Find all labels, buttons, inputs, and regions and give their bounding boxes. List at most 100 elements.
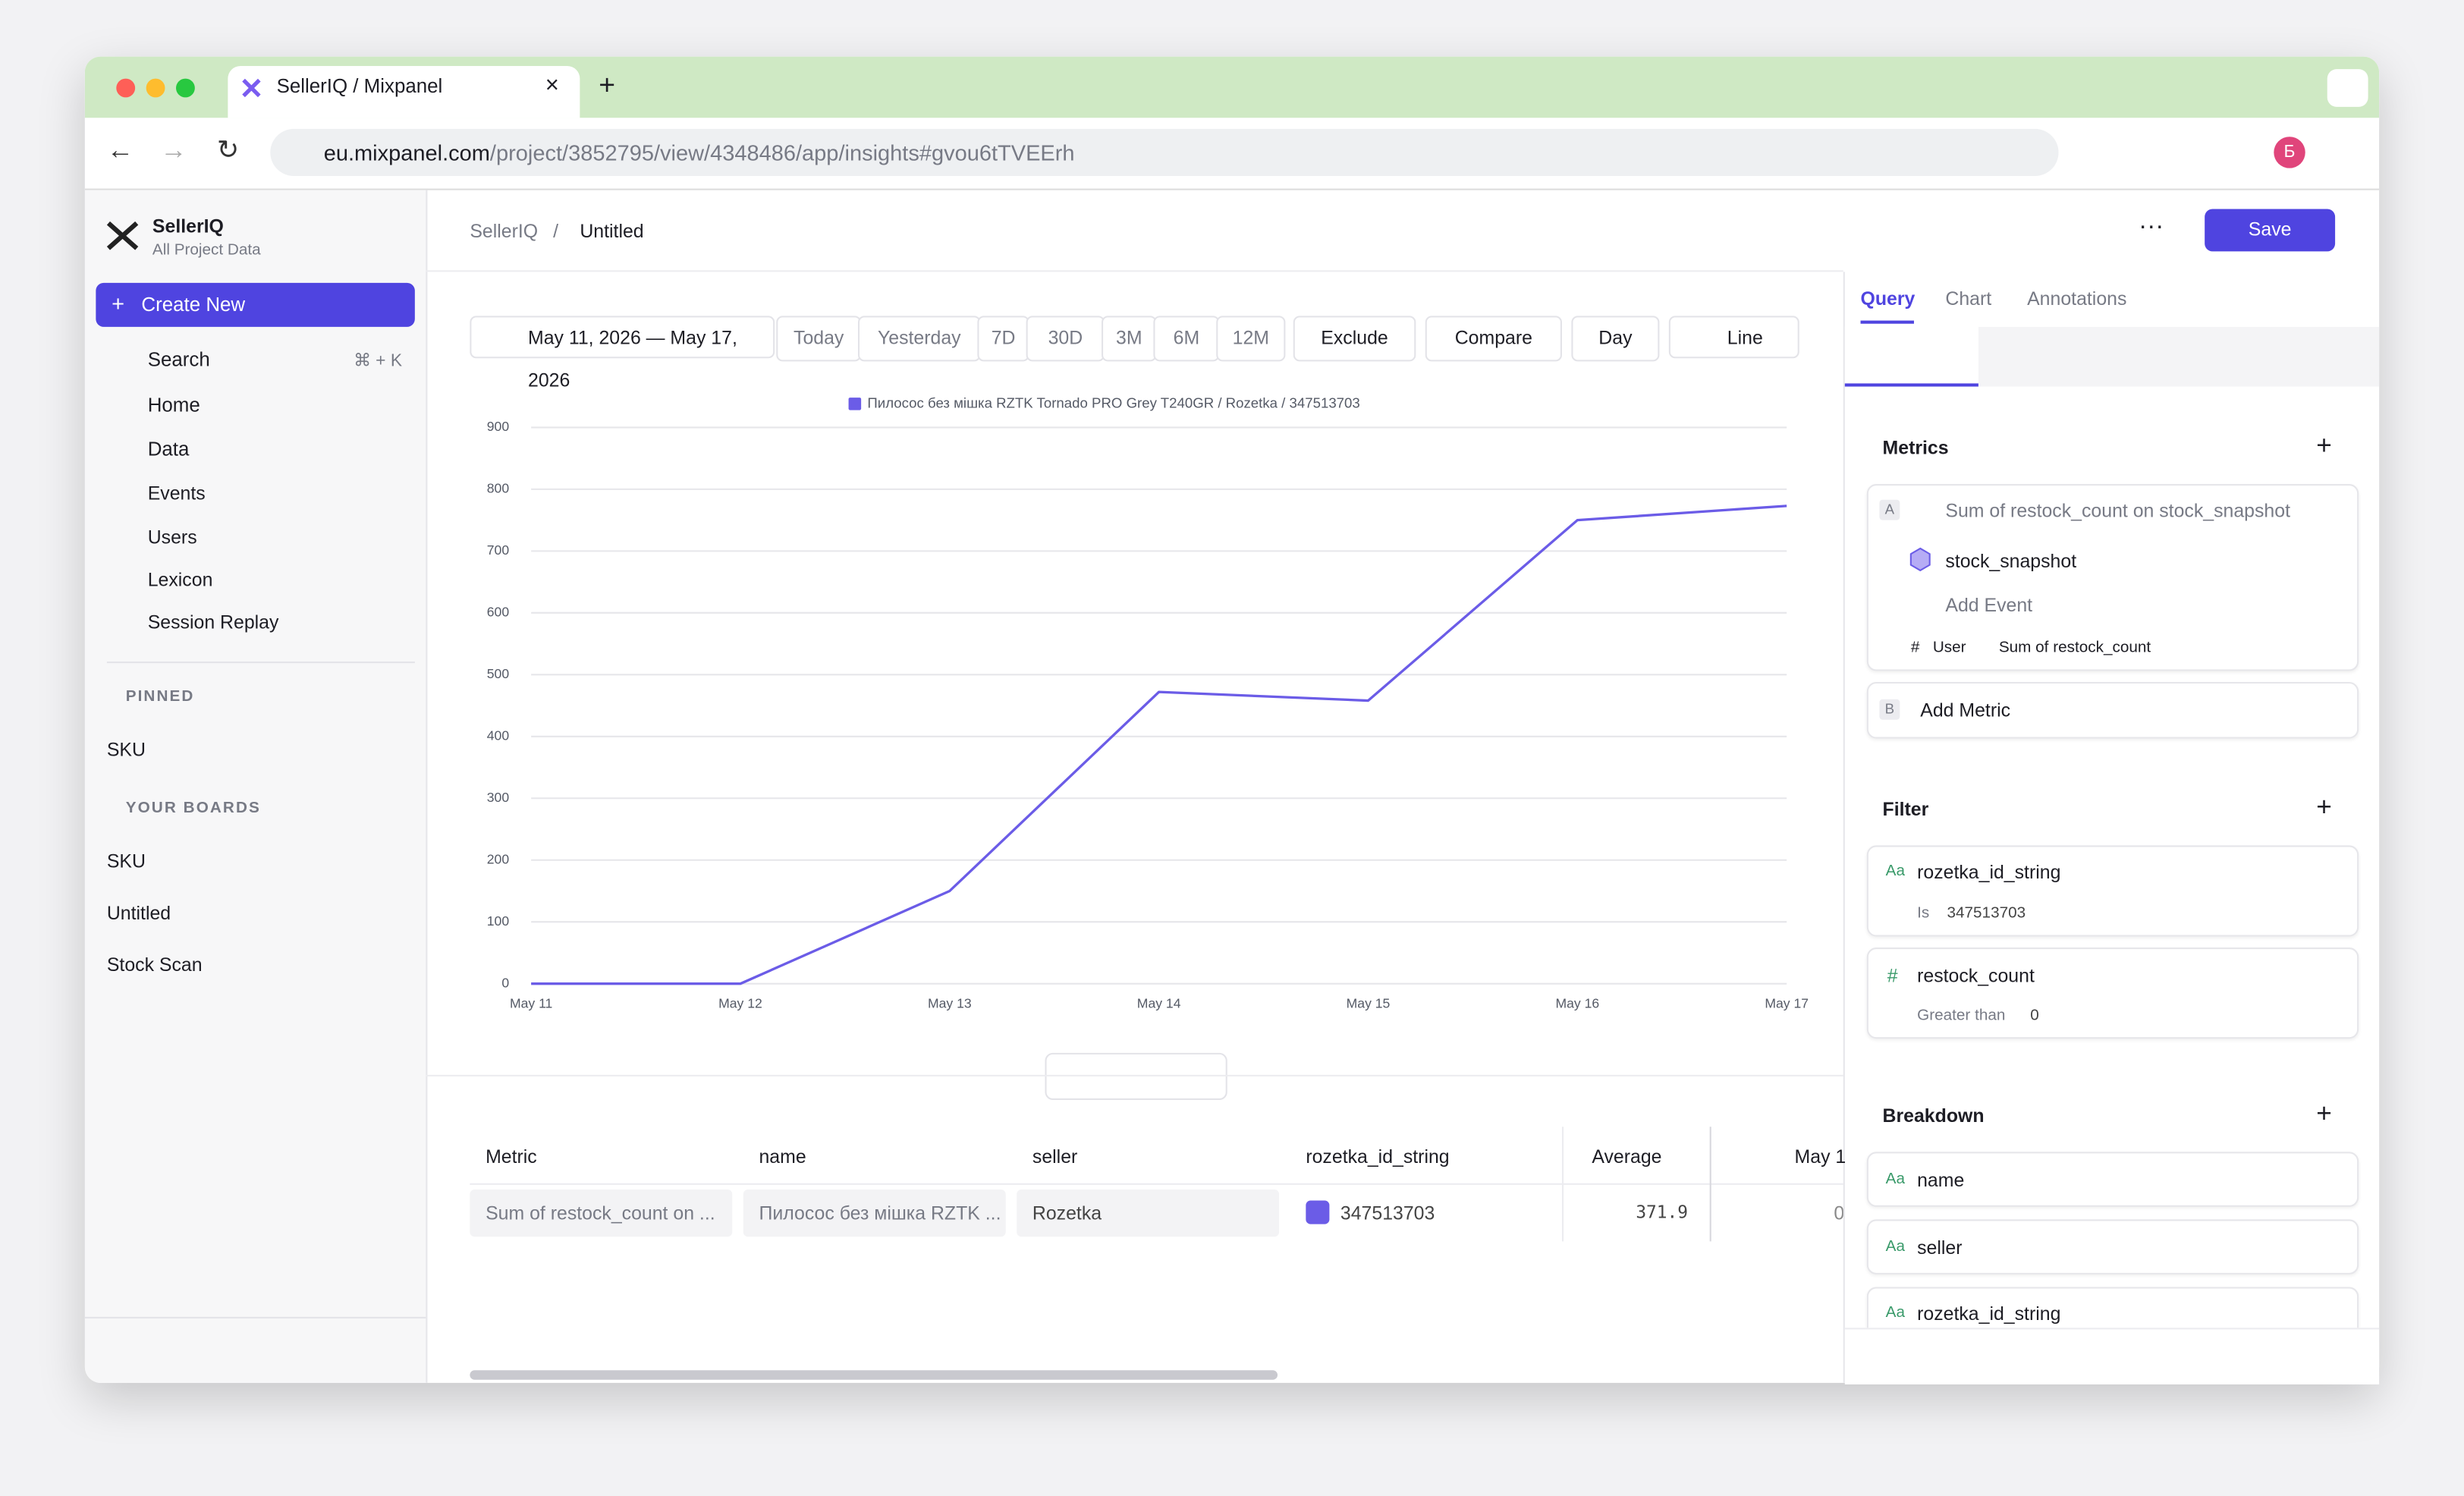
event-name[interactable]: stock_snapshot	[1945, 549, 2077, 572]
add-button[interactable]: +	[2316, 791, 2332, 822]
pinned-item[interactable]: SKU	[106, 738, 146, 761]
board-item[interactable]: SKU	[106, 850, 146, 872]
breakdown-card[interactable]	[1866, 1287, 2359, 1330]
compare-dropdown[interactable]: Compare	[1425, 316, 1562, 362]
filter-prop: restock_count	[1917, 964, 2035, 987]
filter-value: 347513703	[1947, 905, 2026, 922]
decoration	[146, 78, 165, 98]
section-title: Filter	[1882, 798, 1929, 821]
filter-card[interactable]	[1866, 845, 2359, 937]
table-header[interactable]: seller	[1032, 1146, 1078, 1168]
nav-item[interactable]: Home	[147, 394, 200, 416]
x-tick-label: May 17	[1765, 995, 1809, 1010]
window-controls[interactable]	[110, 75, 204, 100]
report-type-active[interactable]	[1844, 326, 1978, 387]
table-header[interactable]: rozetka_id_string	[1306, 1146, 1450, 1168]
breakdown-card[interactable]	[1866, 1219, 2359, 1274]
filter-card[interactable]	[1866, 948, 2359, 1039]
y-tick-label: 700	[487, 542, 510, 558]
add-event[interactable]: Add Event	[1945, 593, 2033, 616]
new-tab[interactable]: +	[599, 69, 615, 101]
scrollbar[interactable]	[470, 1370, 1278, 1380]
project-name[interactable]: SellerIQ	[152, 215, 224, 237]
interval-dropdown[interactable]: Day	[1571, 316, 1660, 362]
nav-item[interactable]: Data	[147, 438, 190, 460]
search[interactable]: Search	[147, 348, 210, 371]
date-range[interactable]: May 11, 2026 — May 17, 2026	[470, 316, 775, 391]
metric-card[interactable]	[1866, 483, 2359, 671]
table-cell: Sum of restock_count on ...	[470, 1190, 733, 1237]
close-tab[interactable]: ×	[545, 72, 559, 99]
series-swatch	[1306, 1200, 1330, 1224]
breakdown-prop: name	[1917, 1169, 1965, 1192]
nav-item[interactable]: Events	[147, 482, 206, 504]
y-tick-label: 400	[487, 728, 510, 743]
save-button[interactable]: Save	[2205, 209, 2336, 252]
y-tick-label: 500	[487, 666, 510, 681]
tab-title: SellerIQ / Mixpanel	[276, 75, 443, 98]
range-option[interactable]: 12M	[1216, 316, 1286, 362]
panel-tab[interactable]: Query	[1860, 288, 1916, 310]
filter-prop: rozetka_id_string	[1917, 861, 2061, 884]
chart-type-dropdown[interactable]: Line	[1668, 316, 1799, 359]
panel-tab[interactable]: Annotations	[2027, 288, 2127, 310]
view-switcher[interactable]	[1045, 1052, 1227, 1100]
tab-menu[interactable]	[2327, 69, 2368, 107]
table-header[interactable]: Metric	[486, 1146, 537, 1168]
range-option[interactable]: 3M	[1102, 316, 1157, 362]
filter-value: 0	[2030, 1007, 2039, 1025]
search-shortcut: ⌘ + K	[354, 351, 403, 371]
range-option[interactable]: 30D	[1026, 316, 1105, 362]
measure-user[interactable]: User	[1932, 640, 1966, 657]
table-header[interactable]: May 1	[1794, 1146, 1846, 1168]
add-button[interactable]: +	[2316, 430, 2332, 460]
forward-button[interactable]: →	[160, 135, 187, 165]
table-header[interactable]: name	[759, 1146, 806, 1168]
decoration	[116, 78, 136, 98]
back-button[interactable]: ←	[106, 135, 134, 165]
page-title[interactable]: Untitled	[580, 219, 644, 242]
profile-avatar[interactable]: Б	[2274, 137, 2305, 168]
y-tick-label: 300	[487, 790, 510, 805]
decoration	[242, 78, 261, 98]
add-metric[interactable]: Add Metric	[1920, 699, 2011, 721]
y-tick-label: 0	[501, 975, 509, 990]
x-tick-label: May 13	[928, 995, 972, 1010]
url-path: /project/3852795/view/4348486/app/insigh…	[489, 140, 1075, 165]
decoration	[106, 221, 139, 250]
create-new-button[interactable]: + Create New	[96, 282, 415, 327]
x-tick-label: May 14	[1137, 995, 1181, 1010]
table-header[interactable]: Average	[1592, 1146, 1662, 1168]
board-item[interactable]: Untitled	[106, 901, 171, 924]
range-option[interactable]: 6M	[1153, 316, 1220, 362]
legend-label: Пилосос без мішка RZTK Tornado PRO Grey …	[867, 394, 1359, 410]
range-option[interactable]: 7D	[977, 316, 1029, 362]
nav-item[interactable]: Users	[147, 526, 197, 548]
breakdown-card[interactable]	[1866, 1152, 2359, 1207]
add-button[interactable]: +	[2316, 1098, 2332, 1129]
section-heading: YOUR BOARDS	[125, 800, 261, 818]
add-metric-card[interactable]	[1866, 681, 2359, 739]
event-icon	[1909, 547, 1931, 572]
sidebar-bg	[84, 190, 428, 1383]
divider	[84, 1316, 426, 1318]
panel-tab[interactable]: Chart	[1945, 288, 1992, 310]
url-bar[interactable]	[270, 128, 2059, 176]
range-option[interactable]: Yesterday	[857, 316, 981, 362]
active-tab[interactable]	[228, 65, 580, 118]
logo	[106, 221, 139, 250]
more-button[interactable]: ···	[2139, 213, 2164, 240]
nav-item[interactable]: Session Replay	[147, 611, 279, 633]
breadcrumb[interactable]: SellerIQ	[470, 219, 539, 242]
series-line	[531, 504, 1787, 985]
board-item[interactable]: Stock Scan	[106, 954, 203, 976]
exclude-dropdown[interactable]: Exclude	[1293, 316, 1416, 362]
measure[interactable]: Sum of restock_count	[1998, 640, 2151, 657]
section-title: Metrics	[1882, 436, 1949, 459]
nav-item[interactable]: Lexicon	[147, 568, 213, 591]
y-tick-label: 200	[487, 851, 510, 866]
x-tick-label: May 11	[510, 995, 552, 1010]
reload-button[interactable]: ↻	[216, 135, 240, 165]
